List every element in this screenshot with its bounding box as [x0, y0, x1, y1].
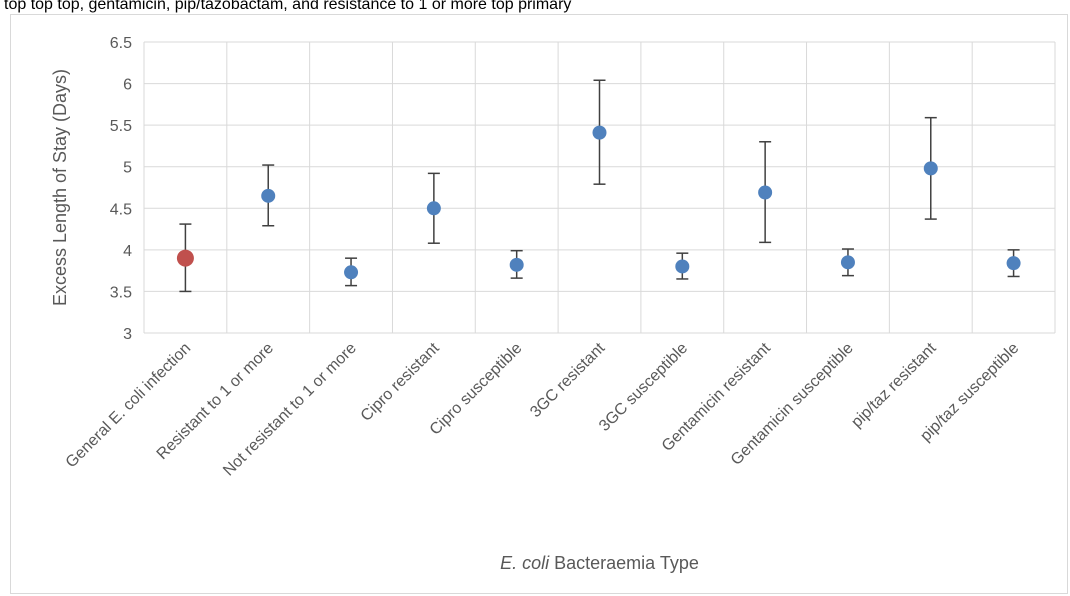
x-tick-label: 3GC susceptible: [596, 340, 691, 435]
chart-caption-fragment: top top top, gentamicin, pip/tazobactam,…: [4, 0, 572, 13]
data-point: [592, 125, 607, 140]
y-tick-label: 5.5: [110, 118, 132, 135]
gridlines: [143, 41, 1056, 334]
y-tick-label: 5: [123, 160, 132, 177]
error-bar-chart: 3 3.5 4 4.5 5 5.5 6 6.5 General E. coli infecti…: [50, 35, 1056, 573]
y-tick-label: 4: [123, 243, 132, 260]
x-axis-title-rest: Bacteraemia Type: [549, 553, 699, 573]
x-axis-title: E. coli Bacteraemia Type: [500, 553, 699, 573]
x-tick-label: Cipro susceptible: [427, 340, 526, 439]
y-tick-label: 4.5: [110, 201, 132, 218]
data-point: [176, 249, 194, 267]
data-point: [261, 188, 276, 203]
data-point: [426, 201, 441, 216]
x-tick-label: Not resistant to 1 or more: [220, 340, 360, 480]
data-point: [675, 259, 690, 274]
data-point: [758, 185, 773, 200]
chart-area: 3 3.5 4 4.5 5 5.5 6 6.5 General E. coli infecti…: [10, 14, 1068, 594]
data-point: [509, 257, 524, 272]
data-point: [1006, 256, 1021, 271]
x-tick-label: Cipro resistant: [358, 339, 443, 424]
y-tick-label: 3.5: [110, 284, 132, 301]
y-axis-title: Excess Length of Stay (Days): [50, 69, 70, 306]
data-point: [923, 161, 938, 176]
data-points: [176, 125, 1021, 280]
data-point: [840, 255, 855, 270]
x-tick-label: pip/taz resistant: [848, 339, 940, 431]
y-tick-label: 6: [123, 77, 132, 94]
y-tick-label: 3: [123, 326, 132, 343]
error-bars: [179, 79, 1020, 293]
data-point: [344, 265, 359, 280]
x-axis-title-italic: E. coli: [500, 553, 550, 573]
x-tick-label: 3GC resistant: [527, 339, 609, 421]
y-tick-label: 6.5: [110, 35, 132, 52]
y-axis-tick-labels: 3 3.5 4 4.5 5 5.5 6 6.5: [110, 35, 132, 343]
